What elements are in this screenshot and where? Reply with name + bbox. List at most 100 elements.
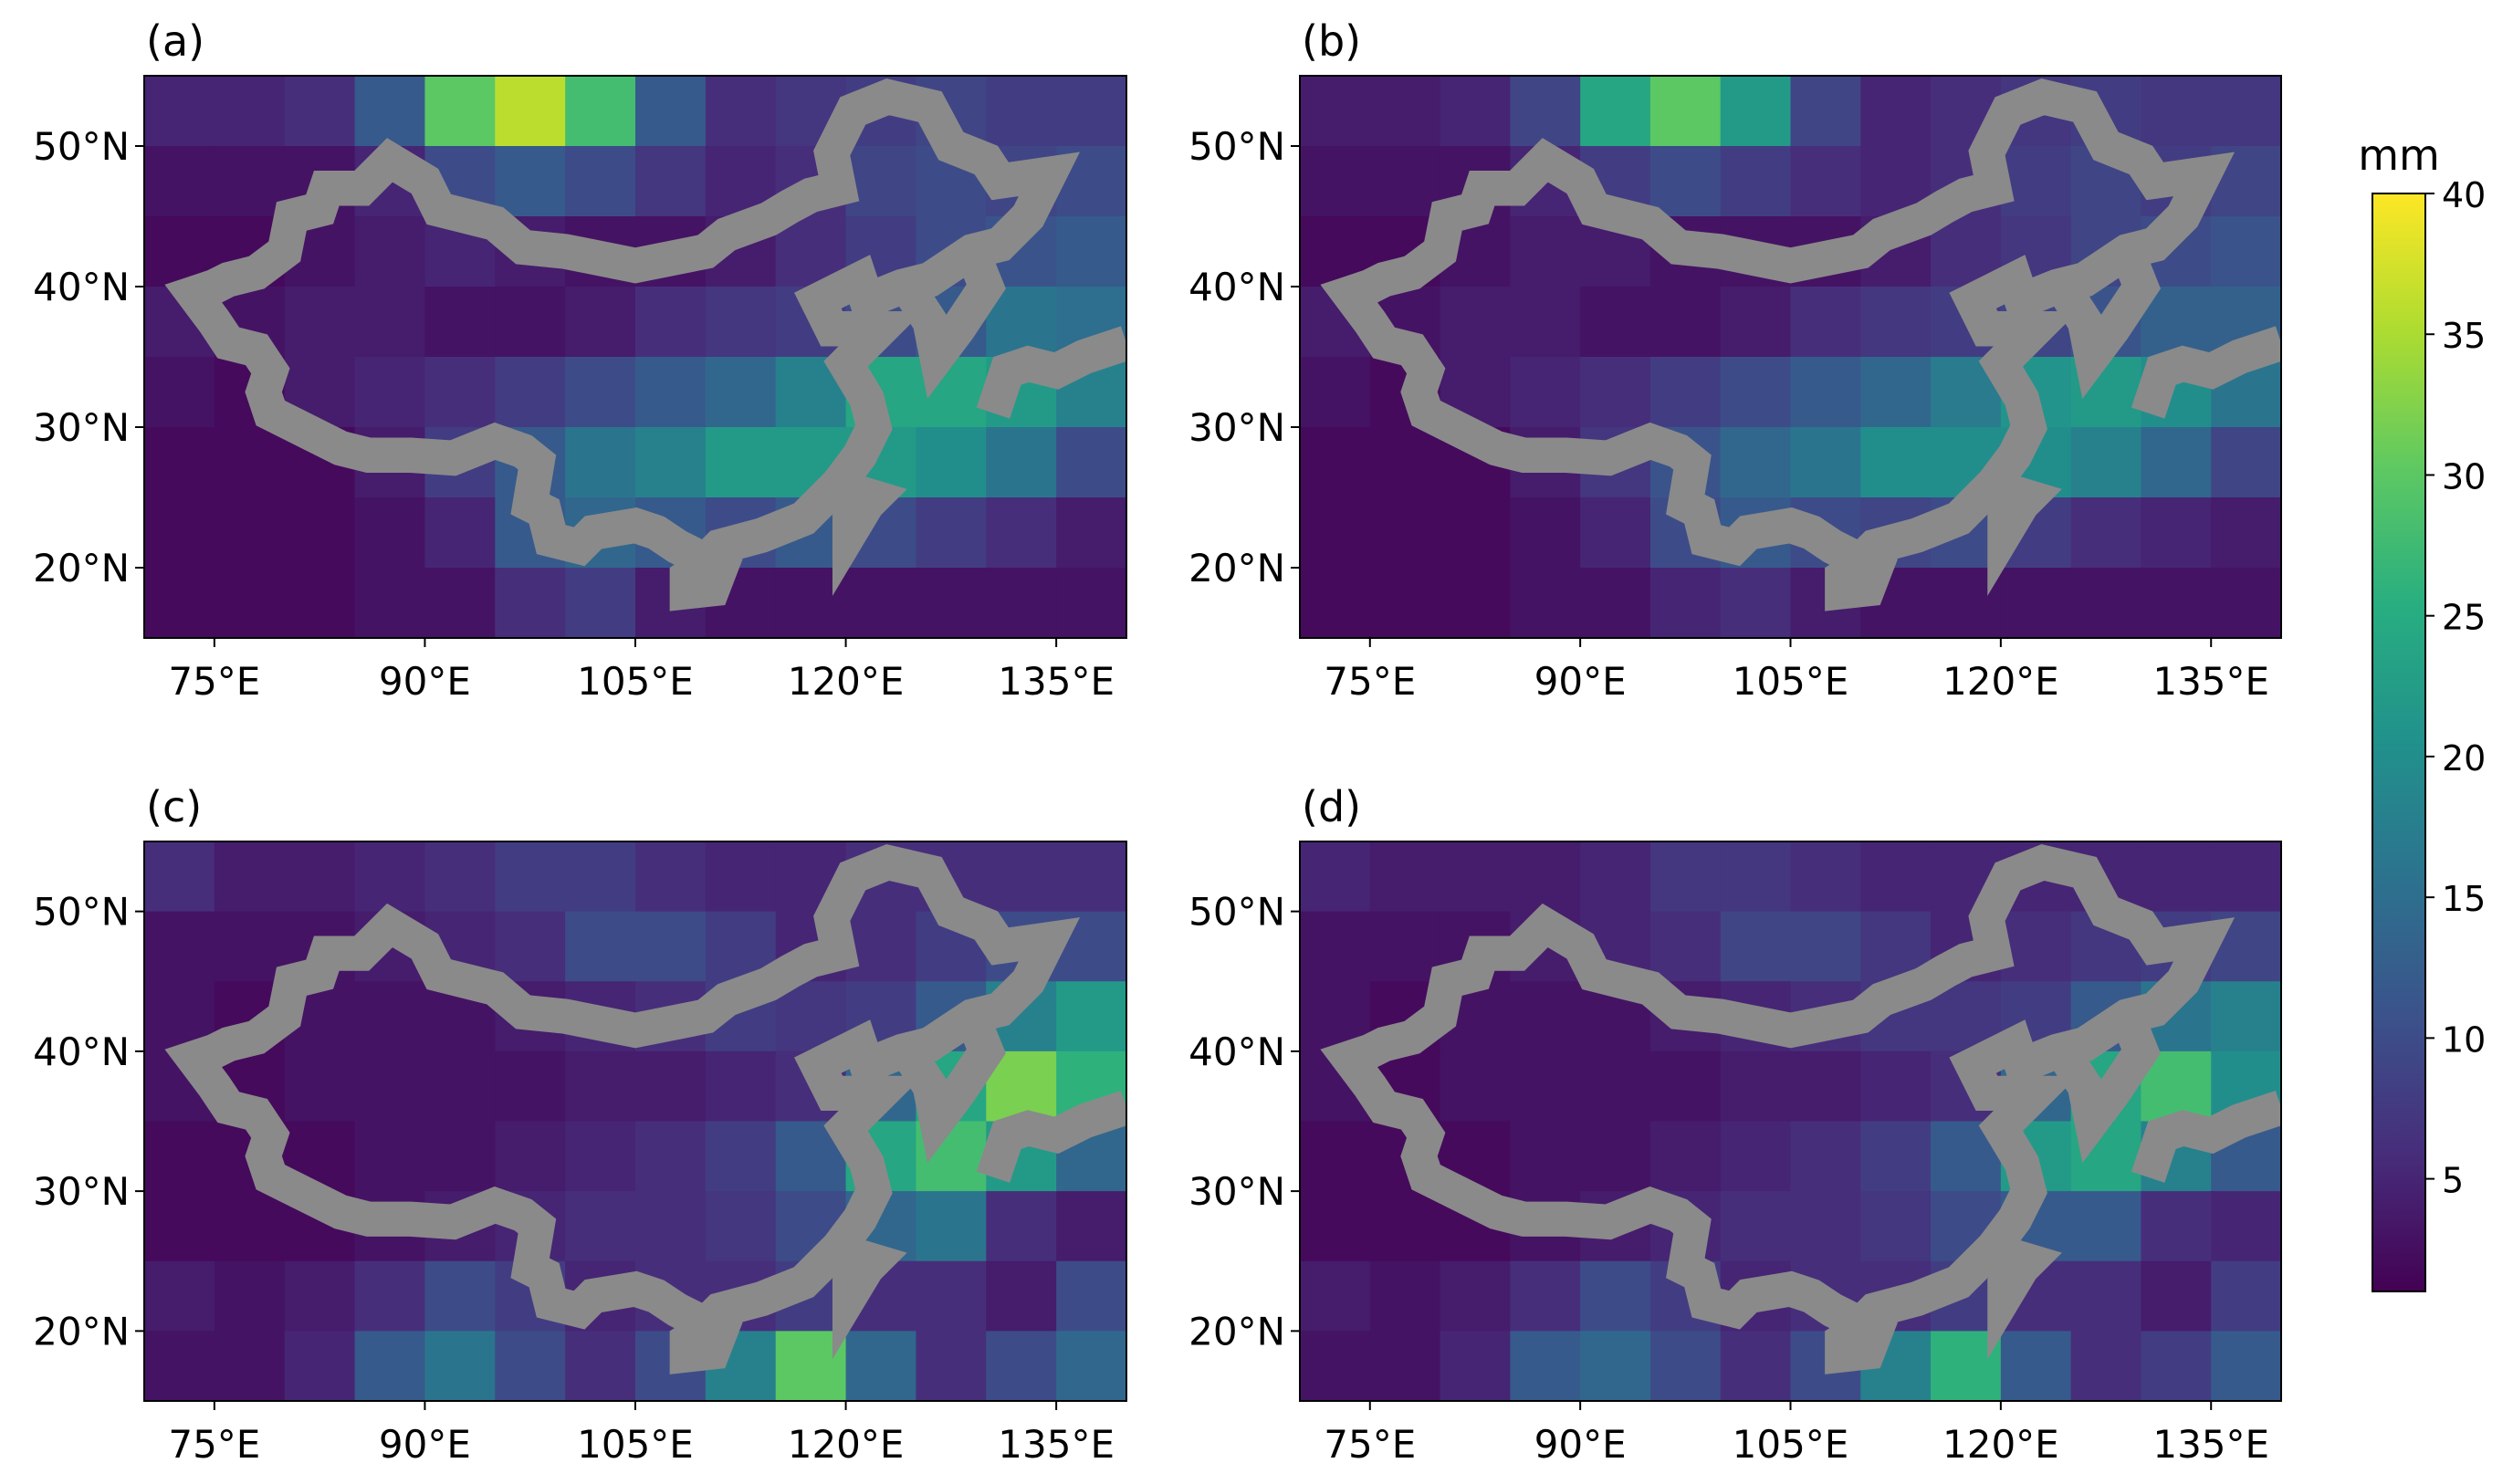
heat-cell <box>1580 568 1651 638</box>
y-tick-label: 30°N <box>1188 405 1285 450</box>
heat-cell <box>1860 1191 1932 1262</box>
heat-cell <box>565 427 636 498</box>
heat-cell <box>2070 1191 2142 1262</box>
heat-cell <box>284 1331 356 1401</box>
heat-cell <box>1510 841 1581 913</box>
heat-cell <box>1860 427 1932 498</box>
y-tick-label: 50°N <box>33 890 130 935</box>
heat-cell <box>495 1121 566 1192</box>
heat-cell <box>1056 1191 1126 1262</box>
x-tick-label: 90°E <box>1534 659 1627 704</box>
heat-cell <box>424 1260 496 1332</box>
x-tick-label: 75°E <box>168 1422 260 1467</box>
heat-cell <box>1056 216 1126 287</box>
heat-cell <box>635 841 707 913</box>
heat-cell <box>1580 1260 1651 1332</box>
heat-cell <box>916 568 987 638</box>
heat-cell <box>2000 911 2072 982</box>
heat-cell <box>986 1191 1057 1262</box>
heat-cell <box>214 841 286 913</box>
heat-cell <box>1369 497 1441 569</box>
heat-cell <box>2141 497 2212 569</box>
heat-cell <box>1580 1331 1651 1401</box>
heat-cell <box>1720 568 1792 638</box>
heat-cell <box>2070 1331 2142 1401</box>
heat-cell <box>214 497 286 569</box>
x-tick-label: 90°E <box>379 659 471 704</box>
y-tick-label: 30°N <box>33 405 130 450</box>
heat-cell <box>284 76 356 147</box>
heat-cell <box>1580 76 1651 147</box>
heat-cell <box>1790 1191 1861 1262</box>
heat-cell <box>495 568 566 638</box>
heat-cell <box>565 76 636 147</box>
heat-cell <box>1510 568 1581 638</box>
heat-cell <box>495 1331 566 1401</box>
heat-cell <box>1440 497 1511 569</box>
heat-cell <box>1860 357 1932 428</box>
heat-cell <box>1300 497 1371 569</box>
heat-cell <box>144 357 215 428</box>
heat-cell <box>2141 841 2212 913</box>
heat-cell <box>2070 1260 2142 1332</box>
x-tick-label: 120°E <box>788 659 905 704</box>
y-tick-label: 20°N <box>1188 546 1285 590</box>
heat-cell <box>2000 568 2072 638</box>
heat-cell <box>495 841 566 913</box>
heat-cell <box>916 427 987 498</box>
heat-cell <box>214 146 286 217</box>
panel-title: (d) <box>1302 782 1361 831</box>
colorbar-tick-label: 25 <box>2442 598 2486 638</box>
heat-cell <box>2211 1260 2281 1332</box>
heat-cell <box>354 287 426 358</box>
heat-cell <box>1860 76 1932 147</box>
x-tick-label: 105°E <box>1733 659 1849 704</box>
y-tick-label: 20°N <box>33 1309 130 1353</box>
heat-cell <box>2070 497 2142 569</box>
heat-cell <box>495 287 566 358</box>
heat-cell <box>354 76 426 147</box>
heat-cell <box>2000 1331 2072 1401</box>
heat-cell <box>986 497 1057 569</box>
heat-cell <box>495 1050 566 1123</box>
heat-cell <box>1649 287 1722 358</box>
heat-cell <box>1300 1121 1371 1192</box>
heat-cell <box>705 1050 777 1123</box>
heat-cell <box>144 911 215 982</box>
x-tick-label: 75°E <box>1324 659 1416 704</box>
heat-cell <box>1580 1050 1651 1123</box>
heat-cell <box>635 1121 707 1192</box>
heat-cell <box>1790 357 1861 428</box>
heat-cell <box>1790 427 1861 498</box>
y-tick-label: 40°N <box>33 265 130 309</box>
y-tick-label: 50°N <box>1188 124 1285 169</box>
panel-title: (a) <box>146 16 204 66</box>
heat-cell <box>1056 841 1126 913</box>
heat-cell <box>705 76 777 147</box>
heat-cell <box>214 911 286 982</box>
heat-cell <box>1440 841 1511 913</box>
x-tick-label: 105°E <box>1733 1422 1849 1467</box>
heat-cell <box>1440 568 1511 638</box>
colorbar-tick-label: 35 <box>2442 316 2486 356</box>
heat-cell <box>424 1121 496 1192</box>
heat-cell <box>1649 357 1722 428</box>
heat-cell <box>1860 287 1932 358</box>
heat-cell <box>284 568 356 638</box>
heat-cell <box>1720 287 1792 358</box>
heat-cell <box>565 357 636 428</box>
heat-cell <box>1860 1050 1932 1123</box>
heat-cell <box>986 1331 1057 1401</box>
heat-cell <box>635 146 707 217</box>
x-tick-label: 135°E <box>998 659 1115 704</box>
x-tick-label: 90°E <box>1534 1422 1627 1467</box>
heat-cell <box>1720 841 1792 913</box>
heat-cell <box>565 287 636 358</box>
heat-cell <box>144 497 215 569</box>
heat-cell <box>1649 146 1722 217</box>
heat-cell <box>1300 841 1371 913</box>
heat-cell <box>565 568 636 638</box>
y-tick-label: 30°N <box>33 1169 130 1214</box>
heat-cell <box>1300 76 1371 147</box>
